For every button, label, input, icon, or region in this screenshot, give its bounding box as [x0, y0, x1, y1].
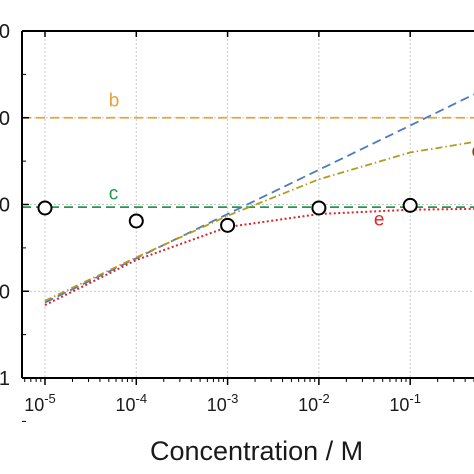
x-tick-label-exponent: -3 — [227, 391, 239, 406]
curve-label-b: b — [109, 90, 120, 111]
data-markers — [37, 197, 418, 233]
x-tick-label-exponent: -2 — [318, 391, 330, 406]
series-group — [22, 93, 474, 307]
series-line — [44, 93, 474, 304]
data-point-marker — [128, 213, 144, 229]
series-line-d — [44, 141, 474, 302]
data-point-marker — [311, 200, 327, 216]
curve-label-c: c — [472, 141, 474, 162]
x-tick-label-exponent: -4 — [136, 391, 148, 406]
x-tick-label: 10-4 — [115, 391, 147, 415]
x-tick-label: 10-5 — [24, 391, 56, 415]
x-tick-label: 10-1 — [389, 391, 421, 415]
y-tick-label: 0 — [0, 195, 10, 217]
y-tick-label: 0 — [0, 108, 10, 130]
x-axis-label: Concentration / M — [150, 436, 364, 466]
data-point-marker — [37, 200, 53, 216]
x-tick-label-exponent: -1 — [409, 391, 421, 406]
x-tick-label-exponent: -5 — [44, 391, 56, 406]
annotations: b c c e — [109, 90, 474, 230]
x-tick-label-base: 10 — [115, 395, 135, 415]
y-tick-label: 0 — [0, 281, 10, 303]
y-tick-label: 0 — [0, 21, 10, 43]
x-tick-label: 10-2 — [298, 391, 330, 415]
x-tick-label-base: 10 — [298, 395, 318, 415]
x-tick-label-base: 10 — [389, 395, 409, 415]
data-point-marker — [220, 217, 236, 233]
x-tick-label-base: 10 — [24, 395, 44, 415]
curve-label-c: c — [109, 183, 119, 204]
y-tick-label: 1 — [0, 368, 10, 390]
x-tick-label-base: 10 — [207, 395, 227, 415]
series-line-e — [44, 207, 474, 307]
data-point-marker — [402, 197, 418, 213]
curve-label-e: e — [374, 209, 385, 230]
x-tick-label: 10-3 — [207, 391, 239, 415]
